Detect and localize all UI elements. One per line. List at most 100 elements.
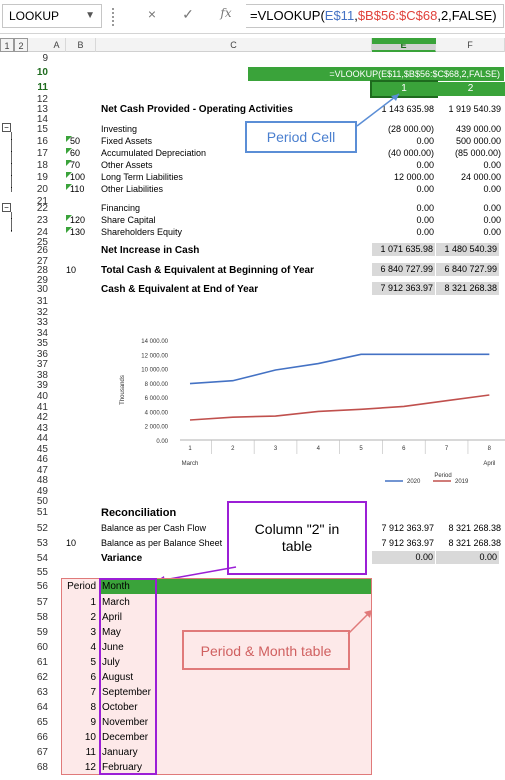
row-number-21[interactable]: 21: [36, 196, 48, 207]
error-indicator-icon[interactable]: [66, 172, 72, 178]
variance-e[interactable]: 0.00: [372, 551, 435, 564]
end-e[interactable]: 7 912 363.97: [372, 282, 435, 295]
row-number-24[interactable]: 24: [36, 227, 48, 238]
row-number-66[interactable]: 66: [36, 732, 48, 743]
row-number-23[interactable]: 23: [36, 215, 48, 226]
period-value[interactable]: 1: [90, 597, 96, 608]
collapse-group-button[interactable]: −: [2, 123, 11, 132]
row-number-62[interactable]: 62: [36, 672, 48, 683]
period-value[interactable]: 4: [90, 642, 96, 653]
net-increase-e[interactable]: 1 071 635.98: [372, 243, 435, 256]
value-f[interactable]: 24 000.00: [460, 172, 501, 182]
formula-input[interactable]: =VLOOKUP(E$11,$B$56:$C$68,2,FALSE): [246, 4, 504, 28]
row-number-64[interactable]: 64: [36, 702, 48, 713]
value-f[interactable]: 0.00: [483, 160, 501, 170]
beginning-f[interactable]: 6 840 727.99: [436, 263, 499, 276]
row-number-12[interactable]: 12: [36, 94, 48, 105]
collapse-group-button-2[interactable]: −: [2, 203, 11, 212]
row-number-45[interactable]: 45: [36, 444, 48, 455]
name-box[interactable]: LOOKUP ▼: [2, 4, 102, 28]
period-value[interactable]: 3: [90, 627, 96, 638]
row-number-34[interactable]: 34: [36, 328, 48, 339]
period-value[interactable]: 6: [90, 672, 96, 683]
insert-function-button[interactable]: fx: [220, 6, 232, 20]
enter-icon[interactable]: ✓: [182, 6, 194, 22]
beginning-e[interactable]: 6 840 727.99: [372, 263, 435, 276]
row-number-15[interactable]: 15: [36, 124, 48, 135]
month-value[interactable]: May: [102, 627, 121, 638]
month-value[interactable]: September: [102, 687, 151, 698]
period-header[interactable]: Period: [67, 581, 96, 592]
row-number-50[interactable]: 50: [36, 496, 48, 507]
row-number-10[interactable]: 10: [36, 67, 48, 78]
row-number-9[interactable]: 9: [42, 53, 48, 64]
row-number-41[interactable]: 41: [36, 402, 48, 413]
month-header[interactable]: Month: [102, 581, 130, 592]
value-e[interactable]: (40 000.00): [387, 148, 434, 158]
error-indicator-icon[interactable]: [66, 215, 72, 221]
period-value[interactable]: 9: [90, 717, 96, 728]
row-number-26[interactable]: 26: [36, 245, 48, 256]
error-indicator-icon[interactable]: [66, 160, 72, 166]
value-e[interactable]: 12 000.00: [393, 172, 434, 182]
period-cell-f11[interactable]: 2: [436, 82, 505, 96]
balance-cash-flow-f[interactable]: 8 321 268.38: [448, 523, 501, 533]
balance-cash-flow-e[interactable]: 7 912 363.97: [381, 523, 434, 533]
value-e[interactable]: 0.00: [416, 227, 434, 237]
row-number-49[interactable]: 49: [36, 486, 48, 497]
column-b-header[interactable]: B: [66, 38, 96, 52]
month-value[interactable]: August: [102, 672, 134, 683]
value-e[interactable]: 0.00: [416, 184, 434, 194]
row-number-55[interactable]: 55: [36, 567, 48, 578]
investing-e[interactable]: (28 000.00): [387, 124, 434, 134]
month-value[interactable]: November: [102, 717, 149, 728]
value-e[interactable]: 0.00: [416, 160, 434, 170]
column-f-header[interactable]: F: [436, 38, 505, 52]
row-number-65[interactable]: 65: [36, 717, 48, 728]
month-value[interactable]: January: [102, 747, 138, 758]
row-number-42[interactable]: 42: [36, 412, 48, 423]
outline-level-2[interactable]: 2: [14, 38, 28, 52]
row-number-44[interactable]: 44: [36, 433, 48, 444]
month-value[interactable]: October: [102, 702, 138, 713]
row-number-57[interactable]: 57: [36, 597, 48, 608]
investing-f[interactable]: 439 000.00: [455, 124, 501, 134]
value-f[interactable]: 0.00: [483, 215, 501, 225]
row-number-14[interactable]: 14: [36, 114, 48, 125]
error-indicator-icon[interactable]: [66, 148, 72, 154]
operating-e[interactable]: 1 143 635.98: [381, 104, 434, 114]
month-value[interactable]: March: [102, 597, 130, 608]
row-number-63[interactable]: 63: [36, 687, 48, 698]
row-number-31[interactable]: 31: [36, 296, 48, 307]
row-number-52[interactable]: 52: [36, 523, 48, 534]
row-number-28[interactable]: 28: [36, 265, 48, 276]
month-value[interactable]: June: [102, 642, 124, 653]
row-number-54[interactable]: 54: [36, 553, 48, 564]
row-number-53[interactable]: 53: [36, 538, 48, 549]
operating-f[interactable]: 1 919 540.39: [448, 104, 501, 114]
balance-sheet-f[interactable]: 8 321 268.38: [448, 538, 501, 548]
row-number-36[interactable]: 36: [36, 349, 48, 360]
month-value[interactable]: February: [102, 762, 143, 773]
row-number-13[interactable]: 13: [36, 104, 48, 115]
row-number-68[interactable]: 68: [36, 762, 48, 773]
row-number-38[interactable]: 38: [36, 370, 48, 381]
financing-f[interactable]: 0.00: [483, 203, 501, 213]
row-number-20[interactable]: 20: [36, 184, 48, 195]
outline-level-1[interactable]: 1: [0, 38, 14, 52]
row-number-48[interactable]: 48: [36, 475, 48, 486]
period-value[interactable]: 8: [90, 702, 96, 713]
end-f[interactable]: 8 321 268.38: [436, 282, 499, 295]
line-chart[interactable]: 0.00 2 000.00 4 000.00 6 000.00 8 000.00 10 0…: [110, 318, 505, 488]
value-e[interactable]: 0.00: [416, 136, 434, 146]
row-number-47[interactable]: 47: [36, 465, 48, 476]
value-f[interactable]: 0.00: [483, 227, 501, 237]
month-value[interactable]: December: [102, 732, 149, 743]
period-value[interactable]: 7: [90, 687, 96, 698]
row-number-16[interactable]: 16: [36, 136, 48, 147]
period-value[interactable]: 2: [90, 612, 96, 623]
row-number-27[interactable]: 27: [36, 256, 48, 267]
row-number-43[interactable]: 43: [36, 423, 48, 434]
month-value[interactable]: July: [102, 657, 120, 668]
row-number-22[interactable]: 22: [36, 203, 48, 214]
